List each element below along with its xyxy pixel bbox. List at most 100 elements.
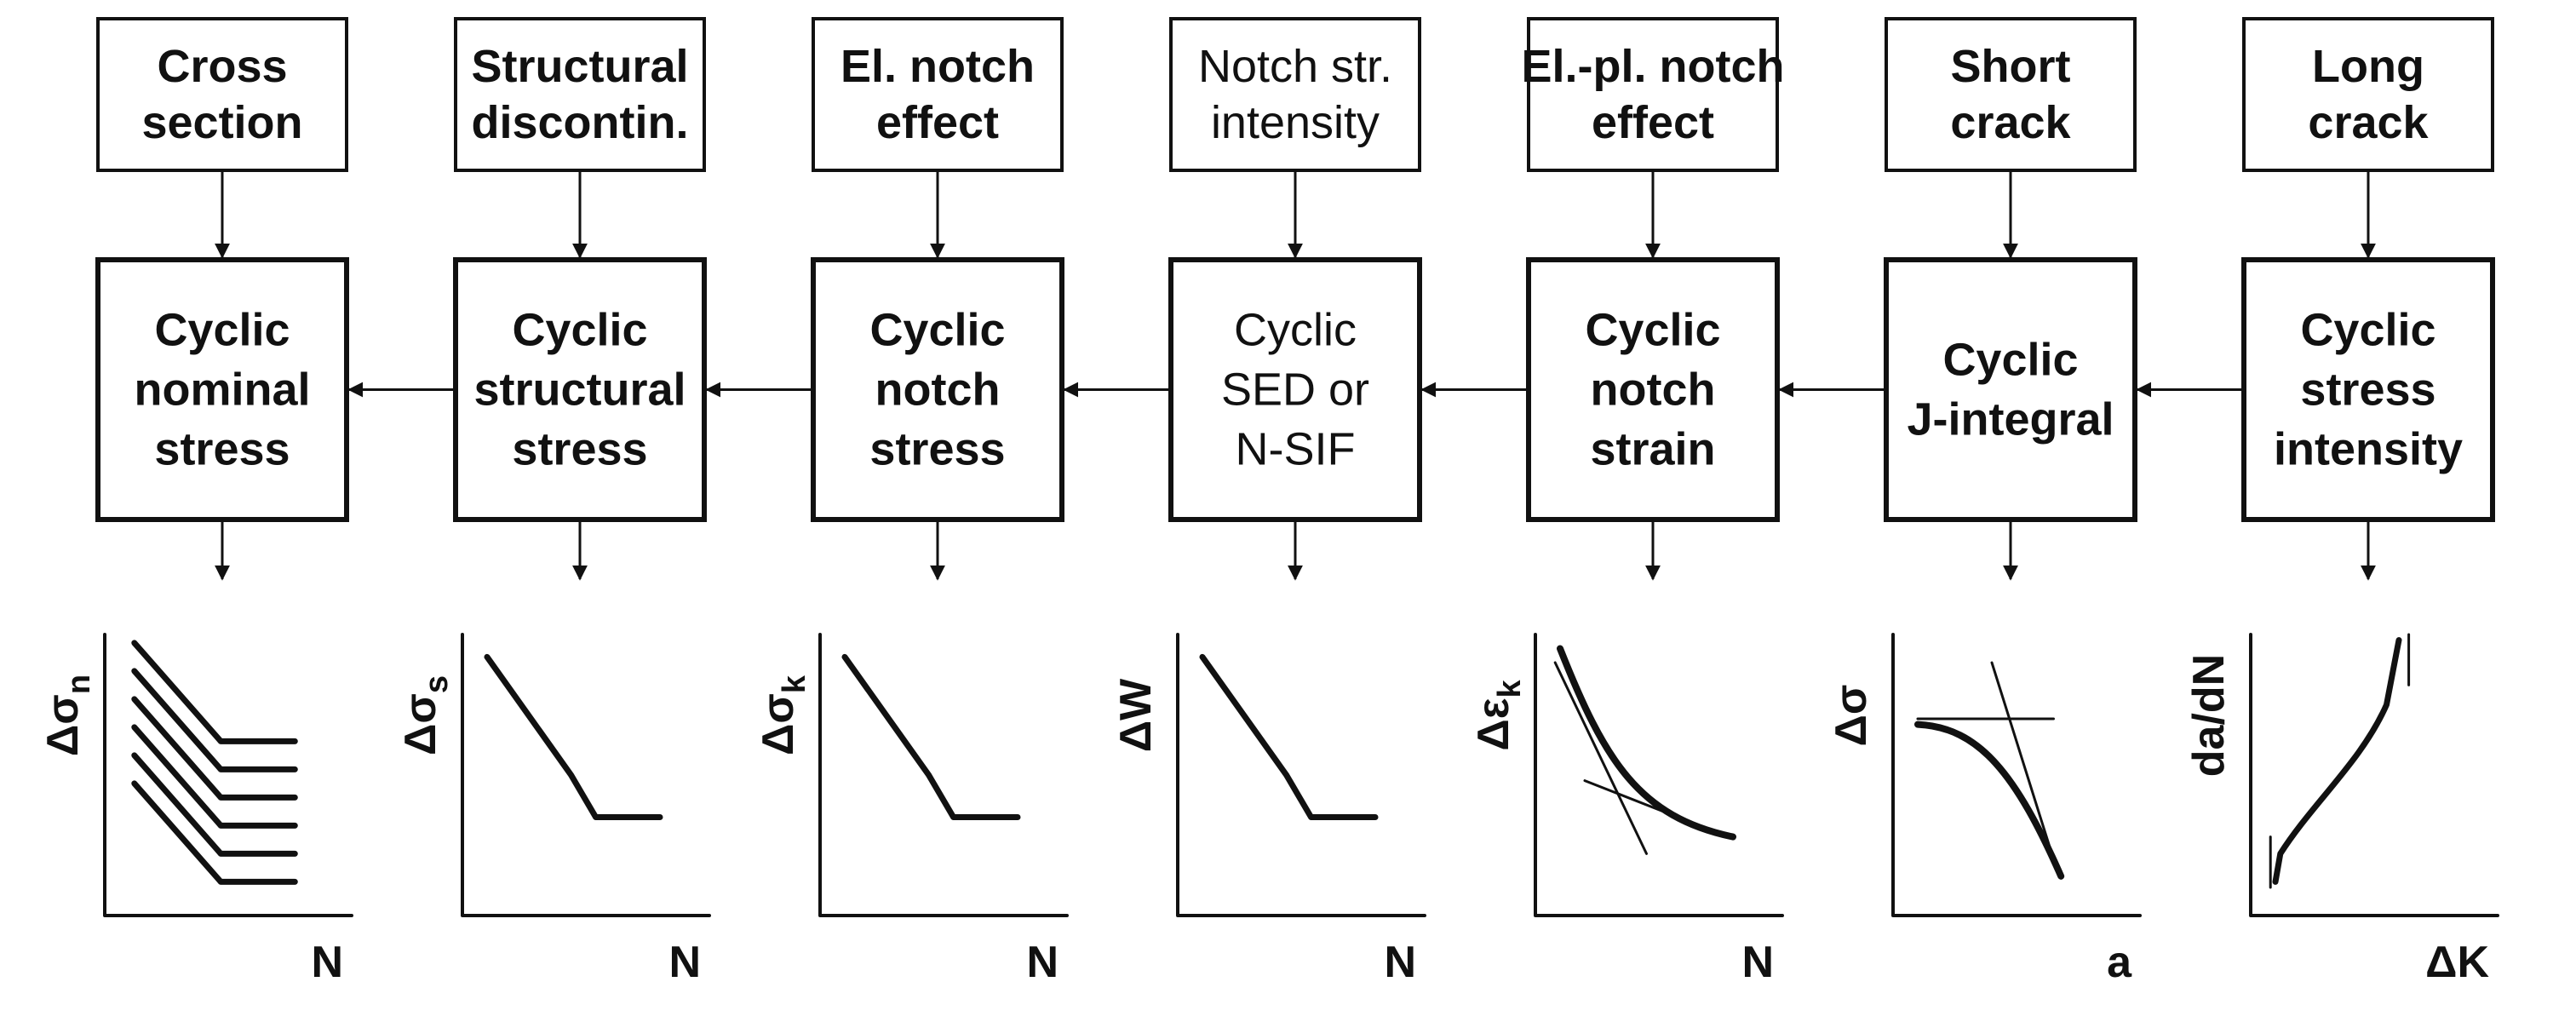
y-axis-subscript: s <box>419 675 455 693</box>
parameter-label-line: Cyclic <box>1942 335 2078 386</box>
influence-box <box>2242 17 2494 172</box>
threshold-curve <box>1914 721 2065 880</box>
y-axis-symbol: da/dN <box>2184 654 2234 777</box>
x-axis-label: N <box>1741 938 1774 987</box>
y-axis-label: Δσs <box>396 675 455 755</box>
influence-label-line: intensity <box>1211 97 1380 148</box>
parameter-label-line: stress <box>512 424 647 475</box>
y-axis-subscript: k <box>777 675 812 693</box>
sn-curve <box>131 780 298 885</box>
sn-curve <box>131 752 298 857</box>
characteristic-plot: Δσn N <box>38 633 353 987</box>
crack-growth-curve <box>2272 637 2402 885</box>
characteristic-plot: da/dN ΔK <box>2184 633 2499 987</box>
plot-axes <box>461 633 711 917</box>
parameter-label-line: Cyclic <box>1585 305 1720 356</box>
parameter-label-line: SED or <box>1221 365 1369 416</box>
x-axis-label: N <box>1384 938 1416 987</box>
y-axis-label: Δσ <box>1827 685 1876 747</box>
sn-curve <box>131 640 298 744</box>
lefm-line <box>1990 661 2055 861</box>
influence-label-line: Structural <box>471 41 688 92</box>
influence-label-line: discontin. <box>472 97 689 148</box>
influence-box <box>812 17 1064 172</box>
plot-axes <box>103 633 353 917</box>
y-axis-symbol: Δσ <box>38 694 88 756</box>
influence-label-line: crack <box>2308 97 2429 148</box>
influence-label-line: effect <box>1592 97 1714 148</box>
parameter-label-line: Cyclic <box>869 305 1005 356</box>
influence-label-line: Cross <box>157 41 287 92</box>
plastic-strain-line <box>1553 661 1648 855</box>
y-axis-subscript: n <box>61 675 97 694</box>
parameter-label-line: Cyclic <box>1234 305 1357 356</box>
influence-label-line: Short <box>1951 41 2071 92</box>
y-axis-label: Δεk <box>1469 680 1528 751</box>
parameter-label-line: Cyclic <box>512 305 647 356</box>
influence-label-line: Notch str. <box>1198 41 1392 92</box>
parameter-label-line: Cyclic <box>154 305 290 356</box>
y-axis-label: Δσn <box>38 675 97 756</box>
influence-box <box>96 17 348 172</box>
y-axis-symbol: Δσ <box>754 693 803 755</box>
parameter-label-line: stress <box>154 424 290 475</box>
influence-box <box>1169 17 1421 172</box>
parameter-label-line: N-SIF <box>1236 424 1356 475</box>
characteristic-plot: Δεk N <box>1469 633 1784 987</box>
y-axis-symbol: Δσ <box>396 693 445 755</box>
parameter-label-line: notch <box>1591 365 1716 416</box>
influence-label-line: El.-pl. notch <box>1522 41 1785 92</box>
total-strain-curve <box>1557 645 1736 841</box>
parameter-label-line: notch <box>875 365 1001 416</box>
parameter-label-line: Cyclic <box>2300 305 2435 356</box>
y-axis-label: ΔW <box>1111 678 1161 752</box>
influence-box <box>1527 17 1779 172</box>
influence-label-line: section <box>141 97 302 148</box>
characteristic-plot: Δσs N <box>396 633 711 987</box>
sn-curve <box>131 724 298 829</box>
plot-axes <box>2249 633 2499 917</box>
parameter-label-line: strain <box>1590 424 1715 475</box>
x-axis-label: N <box>668 938 701 987</box>
x-axis-label: ΔK <box>2425 938 2489 987</box>
parameter-label-line: stress <box>2300 365 2435 416</box>
characteristic-plot: ΔW N <box>1111 633 1426 987</box>
y-axis-symbol: ΔW <box>1111 678 1161 752</box>
y-axis-subscript: k <box>1492 680 1528 698</box>
y-axis-label: Δσk <box>754 675 812 755</box>
parameter-label-line: stress <box>869 424 1005 475</box>
plot-axes <box>1176 633 1426 917</box>
x-axis-label: a <box>2107 938 2132 987</box>
approach-column: Notch str.intensity Cyclic SED or N-SIF ΔW N <box>1111 17 1426 987</box>
influence-label-line: effect <box>876 97 999 148</box>
x-axis-label: N <box>311 938 343 987</box>
elastic-strain-line <box>1583 779 1730 839</box>
influence-label-line: crack <box>1950 97 2071 148</box>
y-axis-symbol: Δσ <box>1827 685 1876 747</box>
characteristic-plot: Δσ a <box>1827 633 2142 987</box>
sn-curve <box>1199 653 1379 820</box>
influence-label-line: Long <box>2312 41 2424 92</box>
parameter-label-line: intensity <box>2274 424 2463 475</box>
plot-axes <box>1534 633 1784 917</box>
parameter-box <box>95 257 349 522</box>
sn-curve <box>841 653 1021 820</box>
sn-curve <box>484 653 663 820</box>
plot-axes <box>1891 633 2142 917</box>
y-axis-symbol: Δε <box>1469 698 1518 751</box>
plot-axes <box>818 633 1069 917</box>
influence-label-line: El. notch <box>840 41 1035 92</box>
x-axis-label: N <box>1026 938 1059 987</box>
sn-curve <box>131 668 298 772</box>
sn-curve <box>131 696 298 801</box>
y-axis-label: da/dN <box>2184 654 2234 777</box>
parameter-label-line: nominal <box>134 365 310 416</box>
parameter-label-line: structural <box>473 365 686 416</box>
